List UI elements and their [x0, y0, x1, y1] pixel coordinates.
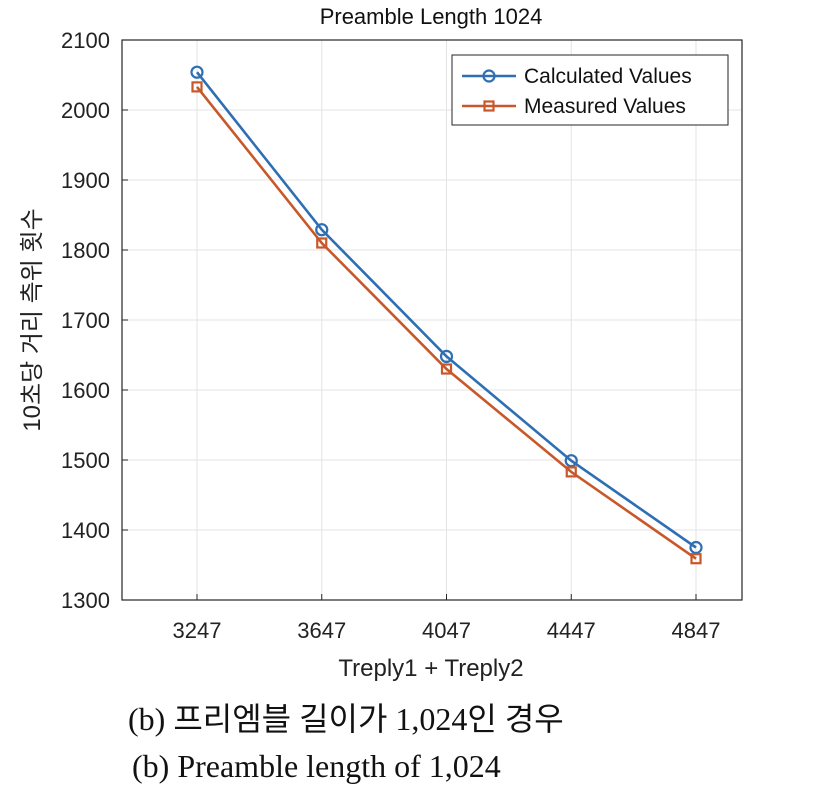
series-line	[195, 86, 697, 560]
series-line	[195, 71, 697, 549]
data-point	[316, 237, 328, 249]
y-axis: 1300 1400 1500 1600 1700 1800 1900 2000 2100	[61, 28, 128, 613]
x-tick-label: 3647	[297, 618, 346, 643]
x-tick-label: 3247	[173, 618, 222, 643]
legend-box	[451, 54, 729, 126]
data-point	[564, 454, 578, 468]
legend: Calculated Values Measured Values	[451, 54, 729, 126]
chart-title: Preamble Length 1024	[320, 4, 543, 29]
legend-label: Measured Values	[524, 95, 686, 118]
caption-korean: (b) 프리엠블 길이가 1,024인 경우	[128, 701, 564, 737]
data-point	[191, 81, 203, 93]
y-tick-label: 1700	[61, 308, 110, 333]
data-point	[439, 349, 454, 363]
y-tick-label: 2000	[61, 98, 110, 123]
data-point	[565, 466, 577, 478]
legend-label: Calculated Values	[524, 65, 692, 88]
y-tick-label: 1500	[61, 448, 110, 473]
series-calculated	[190, 65, 703, 555]
x-tick-label: 4047	[422, 618, 471, 643]
y-tick-label: 2100	[61, 28, 110, 53]
data-point	[689, 540, 703, 555]
data-point	[690, 553, 702, 565]
grid	[122, 39, 742, 601]
data-point	[190, 65, 204, 79]
x-axis-label: Treply1 + Treply2	[338, 655, 523, 682]
data-point	[440, 363, 453, 375]
legend-entry: Measured Values	[462, 95, 686, 118]
legend-entry: Calculated Values	[462, 65, 692, 88]
line-chart: Preamble Length 1024 1300 1400 1500 1600 170…	[19, 4, 743, 682]
series-measured	[191, 81, 702, 565]
y-tick-label: 1300	[61, 588, 110, 613]
y-tick-label: 1400	[61, 518, 110, 543]
y-axis-label: 10초당 거리 측위 횟수	[19, 208, 46, 431]
legend-marker	[483, 100, 495, 112]
y-tick-label: 1900	[61, 168, 110, 193]
x-axis: 3247 3647 4047 4447 4847	[173, 594, 721, 643]
y-tick-label: 1800	[61, 238, 110, 263]
series-layer	[190, 65, 703, 565]
x-tick-label: 4447	[547, 618, 596, 643]
caption-english: (b) Preamble length of 1,024	[132, 748, 501, 784]
x-tick-label: 4847	[672, 618, 721, 643]
y-tick-label: 1600	[61, 378, 110, 403]
data-point	[315, 223, 329, 237]
legend-marker	[482, 69, 496, 83]
